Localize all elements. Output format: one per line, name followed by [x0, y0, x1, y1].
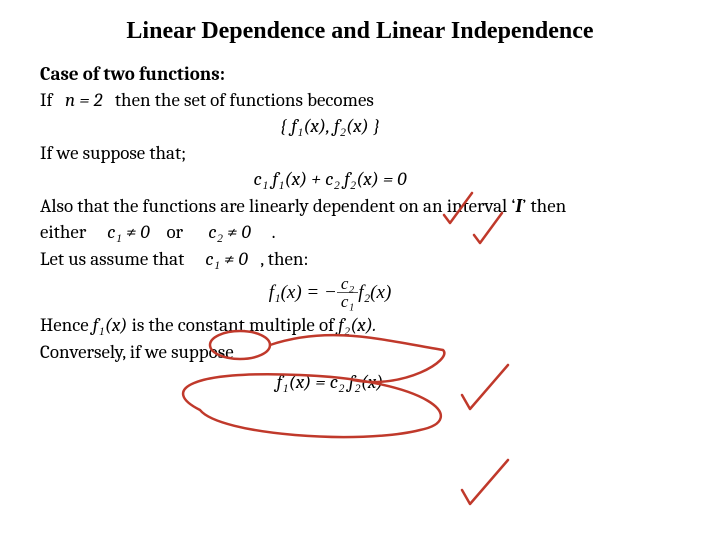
- page-title: Linear Dependence and Linear Independenc…: [40, 18, 680, 45]
- c1-ne-0-b: c₁ ≠ 0: [205, 248, 248, 270]
- also-a: Also that the functions are linearly dep…: [40, 195, 516, 217]
- if-line: If n = 2 then the set of functions becom…: [40, 89, 680, 111]
- case-heading: Case of two functions:: [40, 63, 680, 85]
- hence-b: is the constant multiple of: [132, 314, 339, 336]
- either-line: either c₁ ≠ 0 or c₂ ≠ 0 .: [40, 221, 680, 244]
- hence-f1: f₁(x): [93, 314, 128, 336]
- c1-ne-0-a: c₁ ≠ 0: [107, 221, 150, 243]
- equation-last: f₁(x) = c₂ f₂(x): [0, 371, 680, 394]
- hence-line: Hence f₁(x) is the constant multiple of …: [40, 314, 680, 337]
- fraction: c₂ c₁: [337, 275, 358, 310]
- hence-f2: f₂(x).: [338, 314, 376, 336]
- c2-ne-0: c₂ ≠ 0: [208, 221, 251, 243]
- assume-a: Let us assume that: [40, 248, 184, 270]
- equation-f1: f₁(x) = − c₂ c₁ f₂(x): [0, 275, 680, 310]
- suppose-line: If we suppose that;: [40, 142, 680, 164]
- also-b: ’ then: [522, 195, 566, 217]
- conversely-line: Conversely, if we suppose: [40, 341, 680, 363]
- assume-line: Let us assume that c₁ ≠ 0 , then:: [40, 248, 680, 271]
- word-if: If: [40, 89, 52, 111]
- period: .: [272, 221, 276, 243]
- slide: Linear Dependence and Linear Independenc…: [0, 0, 720, 540]
- assume-b: , then:: [260, 248, 308, 270]
- f1-before: f₁(x) = −: [269, 282, 337, 304]
- word-or: or: [166, 221, 183, 243]
- frac-den: c₁: [337, 293, 358, 310]
- equation-1: c₁ f₁(x) + c₂ f₂(x) = 0: [0, 168, 680, 191]
- if-tail: then the set of functions becomes: [115, 89, 374, 111]
- hence-a: Hence: [40, 314, 93, 336]
- word-either: either: [40, 221, 86, 243]
- set-expression: { f₁(x), f₂(x) }: [0, 115, 680, 138]
- also-line: Also that the functions are linearly dep…: [40, 195, 680, 217]
- frac-num: c₂: [337, 275, 358, 293]
- f1-after: f₂(x): [358, 282, 391, 304]
- n-eq-2: n = 2: [65, 89, 102, 111]
